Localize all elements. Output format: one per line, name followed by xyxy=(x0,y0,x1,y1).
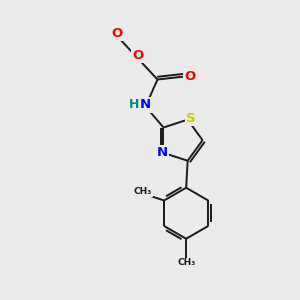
Text: O: O xyxy=(184,70,196,83)
Text: N: N xyxy=(140,98,151,112)
Text: CH₃: CH₃ xyxy=(134,187,152,196)
Text: O: O xyxy=(132,49,144,62)
Text: S: S xyxy=(186,112,196,125)
Text: O: O xyxy=(111,27,123,40)
Text: H: H xyxy=(129,98,139,112)
Text: N: N xyxy=(156,146,168,159)
Text: CH₃: CH₃ xyxy=(177,258,195,267)
